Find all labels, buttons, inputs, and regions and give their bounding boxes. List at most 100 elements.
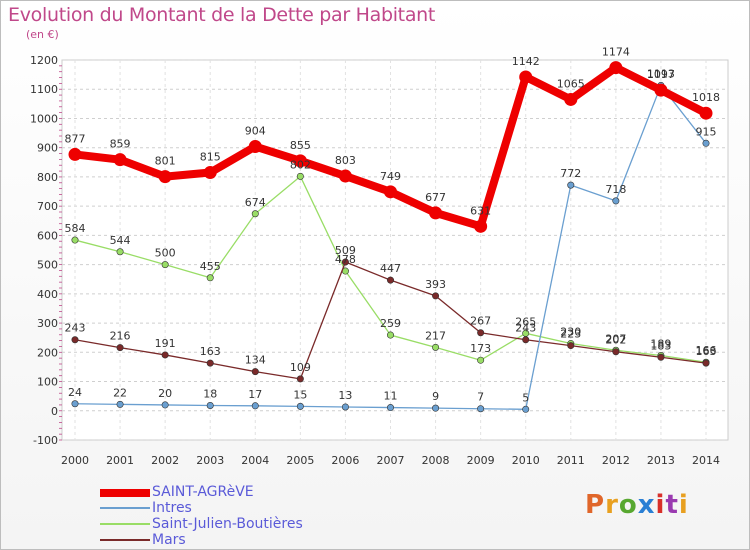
data-label-saint-agr-ve: 1018 bbox=[692, 91, 720, 104]
data-label-intres: 15 bbox=[293, 388, 307, 401]
x-tick-label: 2007 bbox=[377, 454, 405, 467]
logo-letter: x bbox=[637, 490, 656, 520]
data-point-saint-agr-ve bbox=[699, 106, 713, 120]
data-label-mars: 163 bbox=[696, 345, 717, 358]
x-tick-label: 2011 bbox=[557, 454, 585, 467]
data-label-intres: 17 bbox=[248, 388, 262, 401]
data-point-saint-agr-ve bbox=[68, 147, 82, 161]
data-point-mars bbox=[341, 258, 349, 266]
x-tick-label: 2013 bbox=[647, 454, 675, 467]
data-label-saint-julien-bouti-res: 173 bbox=[470, 342, 491, 355]
data-label-saint-agr-ve: 631 bbox=[470, 204, 491, 217]
legend-swatch-intres bbox=[100, 507, 150, 509]
x-tick-label: 2003 bbox=[196, 454, 224, 467]
data-label-mars: 243 bbox=[515, 322, 536, 335]
data-label-intres: 13 bbox=[338, 389, 352, 402]
data-point-saint-julien-bouti-res bbox=[296, 172, 304, 180]
y-tick-label: -100 bbox=[33, 434, 58, 447]
data-point-mars bbox=[296, 375, 304, 383]
data-point-mars bbox=[567, 342, 575, 350]
data-label-mars: 134 bbox=[245, 354, 266, 367]
data-point-saint-agr-ve bbox=[113, 153, 127, 167]
data-point-intres bbox=[477, 405, 485, 413]
x-tick-label: 2005 bbox=[286, 454, 314, 467]
data-label-saint-julien-bouti-res: 166 bbox=[696, 344, 717, 357]
data-point-saint-agr-ve bbox=[654, 83, 668, 97]
data-label-saint-julien-bouti-res: 230 bbox=[560, 326, 581, 339]
data-point-mars bbox=[522, 336, 530, 344]
x-tick-label: 2009 bbox=[467, 454, 495, 467]
x-tick-label: 2010 bbox=[512, 454, 540, 467]
y-tick-label: 600 bbox=[37, 229, 58, 242]
data-point-mars bbox=[71, 336, 79, 344]
data-point-saint-agr-ve bbox=[429, 206, 443, 220]
data-label-saint-agr-ve: 1174 bbox=[602, 46, 630, 59]
data-label-intres: 915 bbox=[696, 125, 717, 138]
y-tick-label: 1100 bbox=[30, 83, 58, 96]
data-label-saint-julien-bouti-res: 674 bbox=[245, 196, 266, 209]
data-label-saint-agr-ve: 1142 bbox=[512, 55, 540, 68]
data-point-intres bbox=[71, 400, 79, 408]
legend-swatch-saint-julien bbox=[100, 523, 150, 525]
logo-letter: P bbox=[585, 490, 606, 520]
data-point-intres bbox=[567, 181, 575, 189]
data-label-saint-julien-bouti-res: 207 bbox=[605, 332, 626, 345]
data-label-saint-agr-ve: 877 bbox=[65, 132, 86, 145]
legend-swatch-mars bbox=[100, 539, 150, 541]
data-label-intres: 9 bbox=[432, 390, 439, 403]
data-label-saint-julien-bouti-res: 189 bbox=[650, 338, 671, 351]
data-label-mars: 243 bbox=[65, 322, 86, 335]
x-tick-label: 2000 bbox=[61, 454, 89, 467]
data-point-saint-agr-ve bbox=[158, 170, 172, 184]
data-label-saint-julien-bouti-res: 802 bbox=[290, 158, 311, 171]
data-point-intres bbox=[116, 400, 124, 408]
data-label-mars: 223 bbox=[560, 328, 581, 341]
data-label-intres: 772 bbox=[560, 167, 581, 180]
y-tick-label: 700 bbox=[37, 200, 58, 213]
y-tick-label: 300 bbox=[37, 317, 58, 330]
data-label-intres: 20 bbox=[158, 387, 172, 400]
data-label-mars: 216 bbox=[110, 330, 131, 343]
data-point-saint-julien-bouti-res bbox=[386, 331, 394, 339]
data-point-intres bbox=[432, 404, 440, 412]
data-label-intres: 718 bbox=[605, 183, 626, 196]
y-tick-label: 0 bbox=[51, 405, 58, 418]
data-point-mars bbox=[251, 368, 259, 376]
axis-layer: -100 0 100 200 300 400 500 600 700 800 900 1000 1100… bbox=[30, 54, 720, 467]
data-point-saint-agr-ve bbox=[519, 70, 533, 84]
data-label-intres: 7 bbox=[477, 391, 484, 404]
data-point-saint-julien-bouti-res bbox=[206, 274, 214, 282]
proxiti-logo: Proxiti bbox=[585, 490, 689, 520]
data-label-saint-agr-ve: 749 bbox=[380, 170, 401, 183]
logo-letter: t bbox=[665, 490, 679, 520]
x-tick-label: 2008 bbox=[422, 454, 450, 467]
data-point-saint-agr-ve bbox=[384, 185, 397, 199]
data-point-intres bbox=[341, 403, 349, 411]
chart-subtitle: (en €) bbox=[26, 28, 59, 41]
data-label-saint-agr-ve: 677 bbox=[425, 191, 446, 204]
y-tick-label: 900 bbox=[37, 142, 58, 155]
legend-label-saint-julien: Saint-Julien-Boutières bbox=[152, 516, 303, 532]
data-point-saint-agr-ve bbox=[293, 154, 307, 168]
logo-letter: i bbox=[678, 490, 689, 520]
y-tick-label: 100 bbox=[37, 376, 58, 389]
data-label-saint-julien-bouti-res: 217 bbox=[425, 329, 446, 342]
data-point-intres bbox=[251, 402, 259, 410]
data-label-mars: 163 bbox=[200, 345, 221, 358]
x-tick-label: 2012 bbox=[602, 454, 630, 467]
data-label-saint-julien-bouti-res: 478 bbox=[335, 253, 356, 266]
y-tick-label: 800 bbox=[37, 171, 58, 184]
legend-label-mars: Mars bbox=[152, 532, 186, 548]
data-label-mars: 267 bbox=[470, 315, 491, 328]
x-tick-label: 2001 bbox=[106, 454, 134, 467]
data-point-mars bbox=[116, 344, 124, 352]
data-label-mars: 109 bbox=[290, 361, 311, 374]
plot-area bbox=[61, 59, 729, 441]
data-label-saint-agr-ve: 801 bbox=[155, 155, 176, 168]
data-point-mars bbox=[161, 351, 169, 359]
data-point-mars bbox=[657, 353, 665, 361]
data-point-saint-agr-ve bbox=[203, 166, 217, 180]
data-point-saint-julien-bouti-res bbox=[71, 236, 79, 244]
